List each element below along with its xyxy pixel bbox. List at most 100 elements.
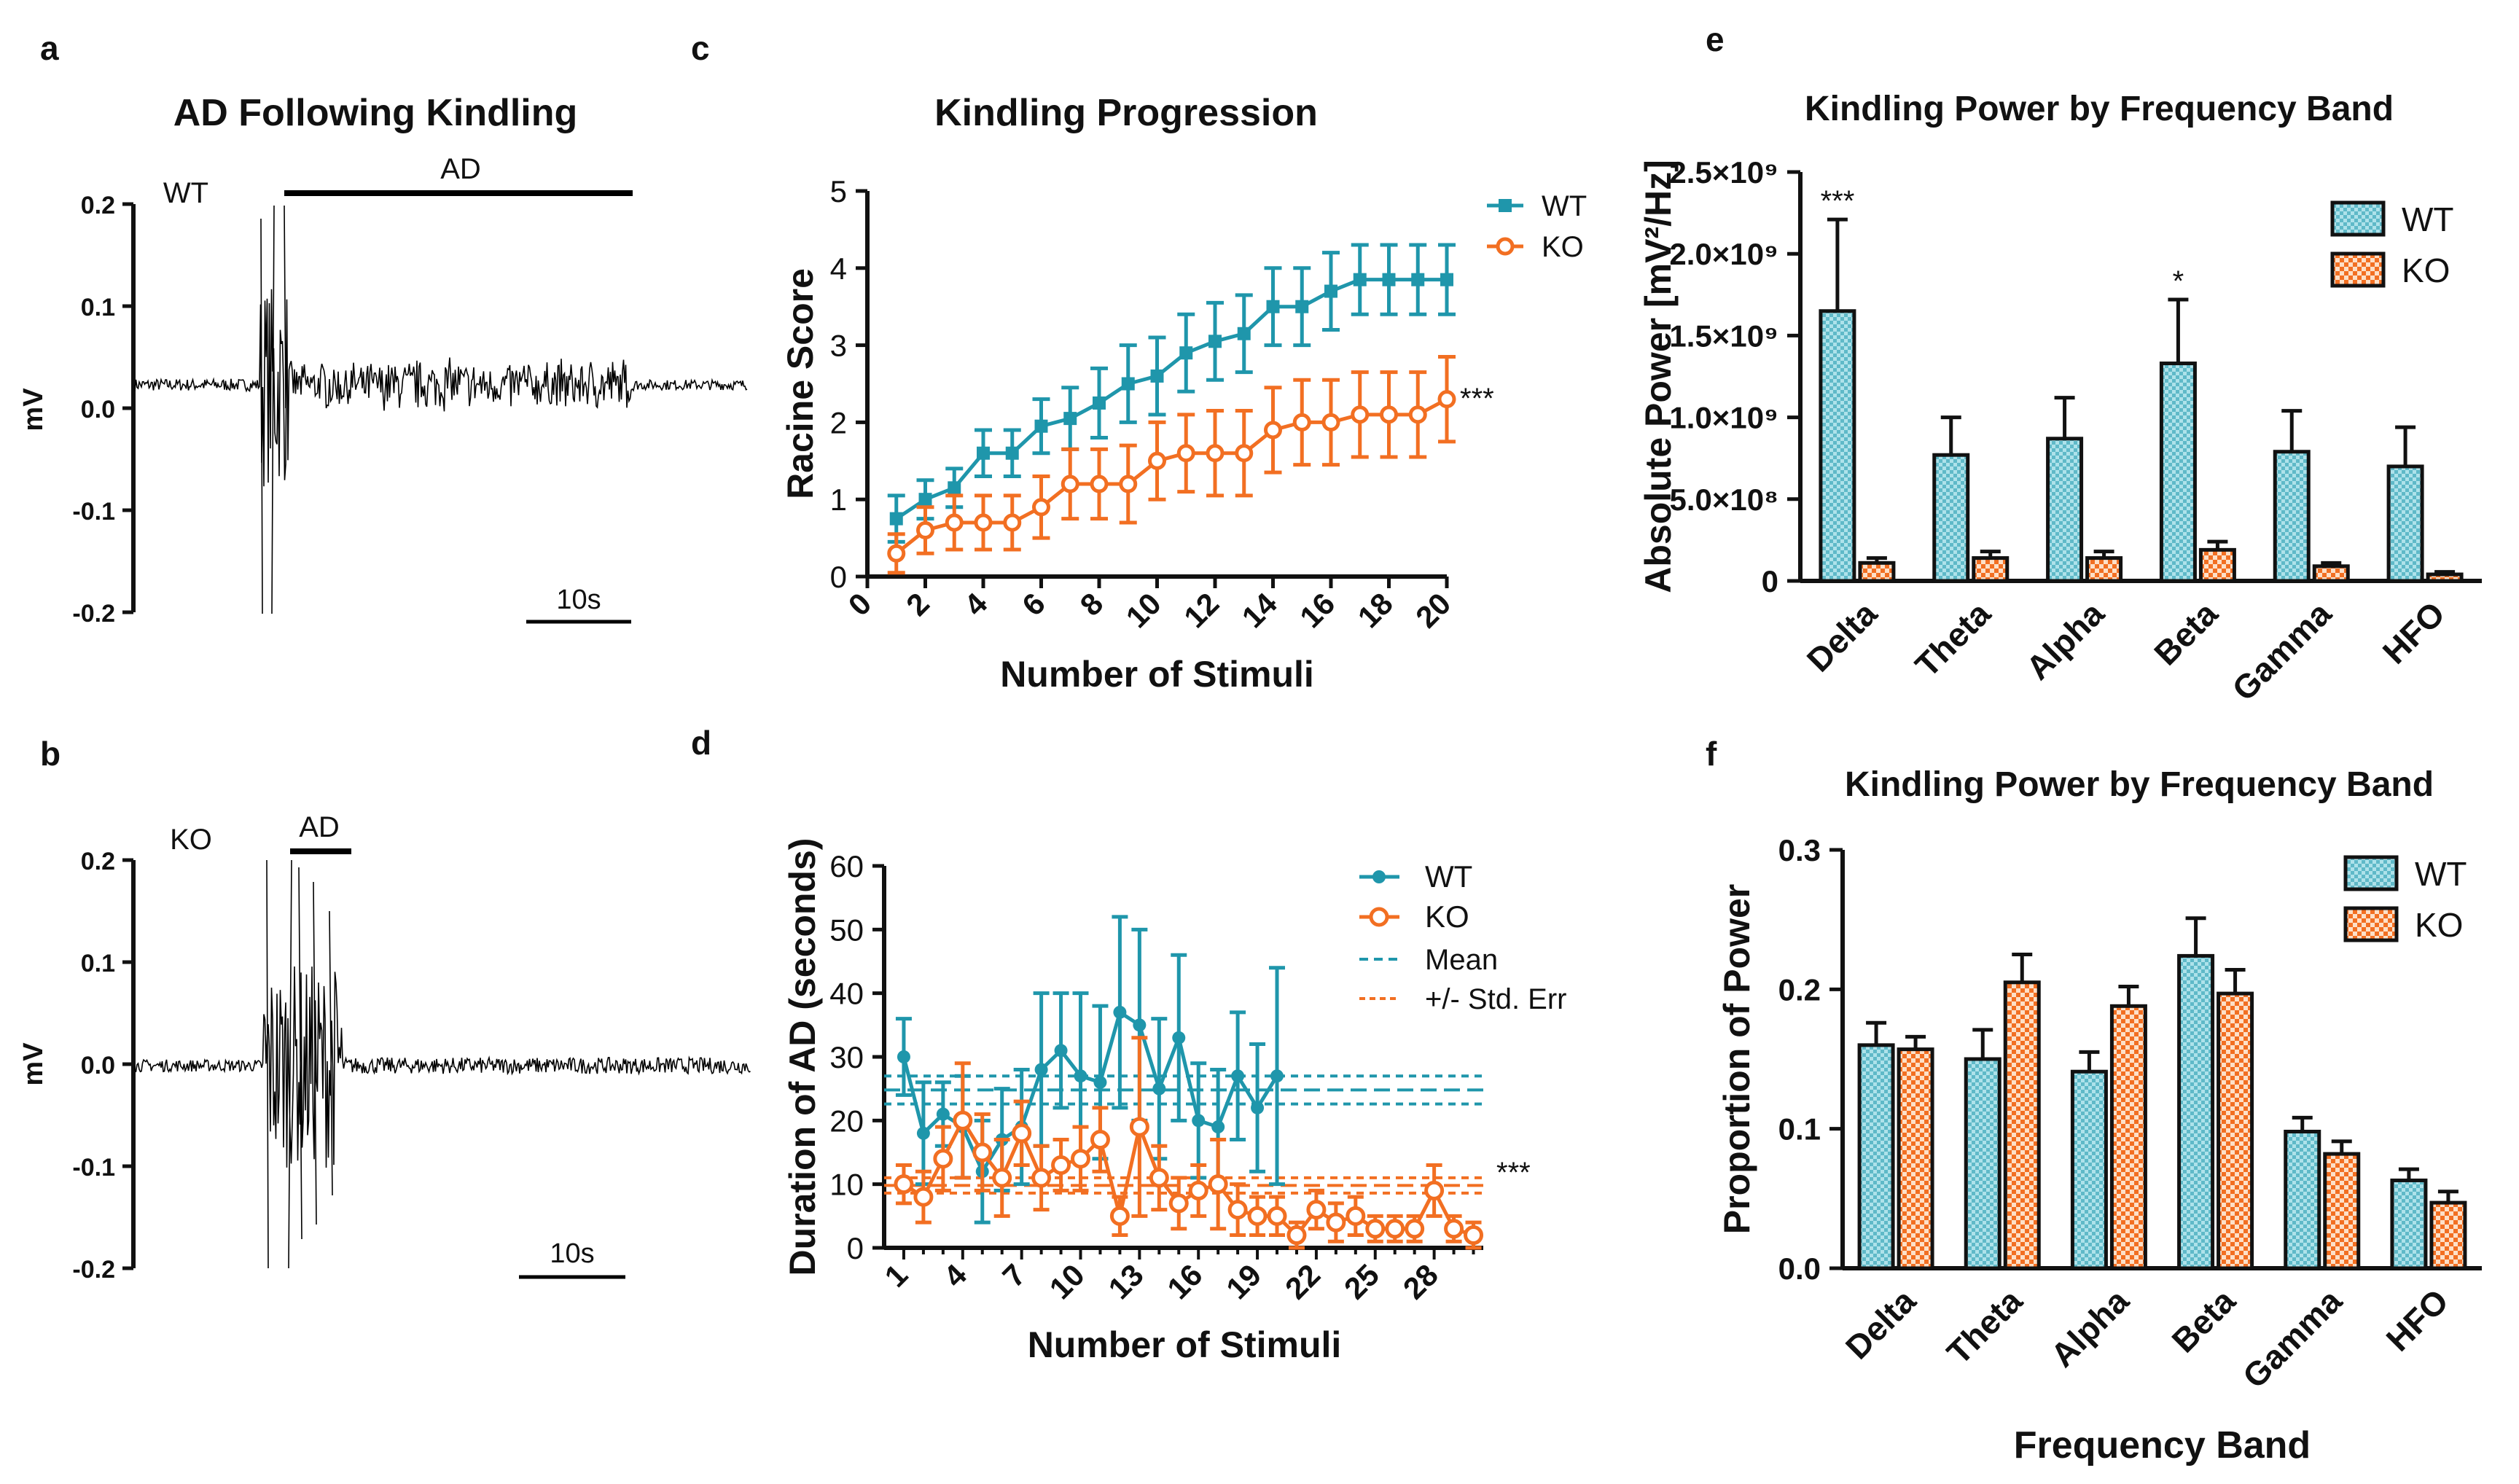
legend-label: WT	[2415, 855, 2467, 893]
bar-wt	[2046, 437, 2084, 583]
panel-b-ylabel: mV	[18, 1042, 49, 1086]
x-tick-label: 6	[1015, 586, 1052, 622]
y-tick-label: 0	[830, 560, 847, 594]
bar-wt	[2284, 1129, 2321, 1270]
category-label: HFO	[2379, 1281, 2456, 1358]
bar-ko	[2429, 1200, 2467, 1270]
data-point-ko	[1321, 413, 1340, 431]
panel-letter-f: f	[1706, 735, 1717, 773]
panel-a-ytick: -0.1	[72, 498, 115, 526]
data-point-wt	[1150, 369, 1164, 383]
data-point-ko	[953, 1110, 973, 1130]
panel-f-chart: Kindling Power by Frequency Band 0.0 0.1 0.…	[1717, 765, 2482, 1467]
y-tick-label: 50	[829, 913, 864, 947]
data-point-ko	[1176, 444, 1195, 463]
x-tick-label: 16	[1160, 1257, 1208, 1305]
data-point-wt	[977, 446, 990, 460]
panel-b-ytick: 0.1	[81, 950, 115, 977]
data-point-ko	[1003, 513, 1022, 532]
data-point-wt	[1034, 419, 1048, 433]
panel-e-chart: Kindling Power by Frequency Band 0 5.0×10⁸…	[1638, 90, 2482, 708]
data-point-ko	[1051, 1155, 1071, 1175]
bar-ko	[2426, 572, 2464, 583]
data-point-ko	[1385, 1219, 1405, 1239]
legend-swatch-ko	[2330, 251, 2386, 288]
bar-wt	[1932, 453, 1970, 583]
data-point-ko	[972, 1142, 993, 1163]
data-point-wt	[1324, 284, 1337, 298]
bar-ko	[2109, 1004, 2147, 1270]
bar-wt	[1964, 1057, 2001, 1270]
bar-wt	[2177, 953, 2215, 1270]
data-point-ko	[1012, 1123, 1032, 1144]
legend-marker	[1369, 907, 1389, 927]
x-tick-label: 0	[842, 586, 878, 622]
bar-wt	[2273, 450, 2311, 583]
data-point-ko	[1444, 1219, 1464, 1239]
y-tick-label: 5	[830, 174, 847, 208]
y-tick-label: 40	[829, 977, 864, 1011]
bar-ko	[2085, 556, 2123, 583]
data-point-ko	[1168, 1193, 1189, 1214]
category-label: Gamma	[2225, 594, 2338, 708]
legend-label: Mean	[1425, 944, 1498, 976]
panel-b-y-ticks	[122, 858, 133, 1270]
data-point-wt	[1113, 1005, 1127, 1019]
x-tick-label: 16	[1293, 586, 1341, 634]
data-point-ko	[1061, 475, 1079, 493]
panel-b-ytick: 0.2	[81, 848, 115, 875]
data-point-ko	[1208, 1174, 1228, 1195]
category-label: Alpha	[2019, 594, 2112, 687]
data-point-wt	[1237, 327, 1251, 340]
y-tick-label: 0	[1762, 564, 1778, 598]
x-tick-label: 10	[1120, 586, 1168, 634]
legend-marker	[1499, 199, 1512, 212]
panel-b-ytick: 0.0	[81, 1052, 115, 1079]
x-tick-label: 7	[996, 1257, 1032, 1294]
x-tick-label: 28	[1397, 1257, 1445, 1305]
data-point-ko	[1424, 1180, 1445, 1200]
data-point-wt	[1063, 412, 1077, 426]
data-point-wt	[1251, 1101, 1265, 1114]
significance-marker: ***	[1496, 1157, 1531, 1189]
data-point-ko	[1351, 405, 1370, 424]
y-tick-label: 1.0×10⁹	[1669, 401, 1778, 435]
panel-a-ytick: 0.2	[81, 192, 115, 219]
panel-a-ytick: 0.1	[81, 294, 115, 321]
y-tick-label: 5.0×10⁸	[1670, 483, 1778, 517]
bar-wt	[1819, 309, 1856, 583]
data-point-ko	[933, 1149, 953, 1169]
panel-a-ylabel: mV	[18, 388, 49, 431]
data-point-ko	[1129, 1117, 1149, 1137]
data-point-ko	[1227, 1200, 1248, 1220]
data-point-ko	[1071, 1149, 1091, 1169]
panel-b-genotype: KO	[170, 824, 212, 856]
data-point-ko	[1326, 1212, 1346, 1233]
data-point-wt	[1152, 1082, 1166, 1096]
data-point-ko	[1264, 421, 1282, 440]
x-tick-label: 14	[1235, 586, 1284, 635]
panel-letter-d: d	[691, 724, 711, 762]
data-point-wt	[948, 481, 961, 495]
data-point-ko	[1206, 444, 1225, 463]
data-point-wt	[897, 1050, 910, 1063]
data-point-ko	[894, 1174, 914, 1195]
data-point-wt	[1353, 273, 1367, 286]
panel-a-eeg-trace	[134, 205, 748, 614]
x-axis-label: Number of Stimuli	[1028, 1324, 1342, 1365]
data-point-wt	[1121, 377, 1135, 391]
y-tick-label: 10	[829, 1168, 864, 1202]
data-point-ko	[945, 513, 964, 532]
data-point-ko	[1437, 390, 1456, 409]
y-tick-label: 0.2	[1778, 972, 1821, 1007]
y-tick-label: 20	[829, 1104, 864, 1138]
significance-marker: ***	[1821, 185, 1855, 217]
chart-title: Kindling Power by Frequency Band	[1845, 765, 2434, 804]
panel-letter-c: c	[691, 29, 710, 67]
y-tick-label: 3	[830, 329, 847, 363]
panel-letter-a: a	[40, 29, 59, 67]
data-point-wt	[1093, 1075, 1107, 1089]
data-point-ko	[1464, 1225, 1484, 1246]
